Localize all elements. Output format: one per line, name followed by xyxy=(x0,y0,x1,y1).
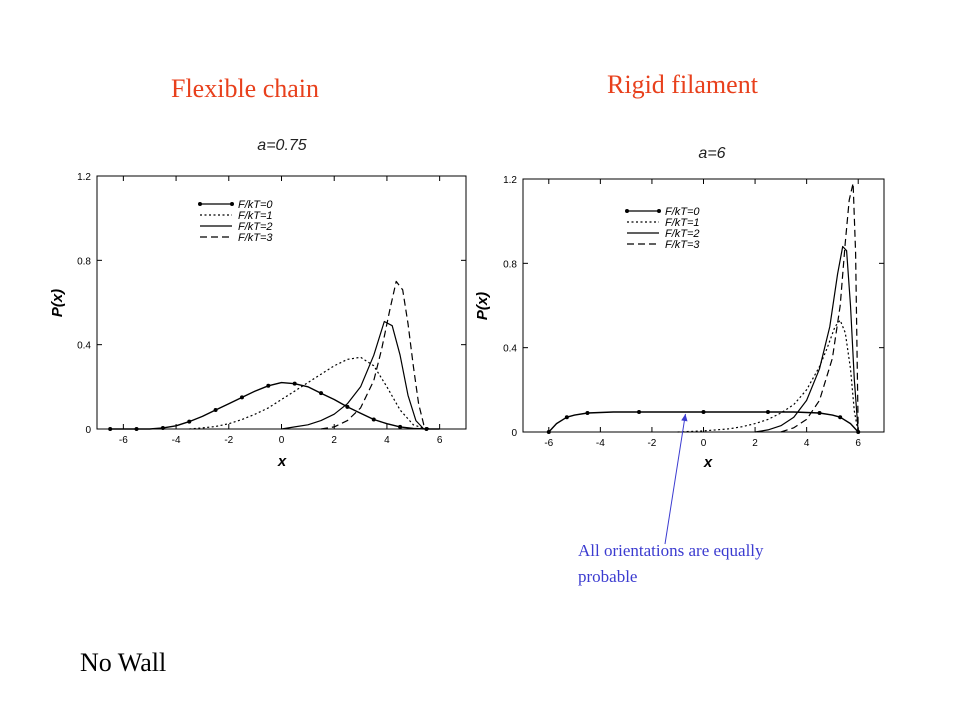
left-panel-title: Flexible chain xyxy=(171,74,320,103)
legend-label: F/kT=3 xyxy=(665,239,700,251)
panel-label: a=6 xyxy=(698,145,725,162)
series-line-2 xyxy=(281,320,425,430)
x-axis-label: x xyxy=(703,454,713,471)
y-tick-label: 0.4 xyxy=(503,344,517,355)
y-axis-label: P(x) xyxy=(474,292,491,320)
y-tick-label: 1.2 xyxy=(503,175,517,186)
data-point xyxy=(856,430,861,434)
legend-label: F/kT=0 xyxy=(665,206,700,218)
x-tick-label: -6 xyxy=(544,438,553,449)
data-point xyxy=(398,424,403,429)
x-tick-label: 6 xyxy=(855,438,861,449)
data-point xyxy=(637,409,642,414)
legend-label: F/kT=1 xyxy=(238,210,273,222)
data-point xyxy=(134,427,139,431)
data-point xyxy=(160,425,165,430)
y-tick-label: 0.8 xyxy=(77,256,91,267)
data-point xyxy=(319,391,324,396)
x-axis-label: x xyxy=(277,453,287,470)
series-line-2 xyxy=(755,245,859,433)
x-tick-label: 2 xyxy=(331,435,337,446)
series-line-3 xyxy=(780,182,859,433)
data-point xyxy=(765,409,770,414)
x-tick-label: 4 xyxy=(384,435,390,446)
legend-marker xyxy=(230,202,234,206)
legend-label: F/kT=0 xyxy=(238,199,273,211)
x-tick-label: -2 xyxy=(647,438,656,449)
plot-frame xyxy=(96,175,467,430)
legend-marker xyxy=(625,209,629,213)
panel-label: a=0.75 xyxy=(257,137,306,154)
data-point xyxy=(371,417,376,422)
x-tick-label: 6 xyxy=(437,435,443,446)
chart-panel-0: -6 -4 -2 0 2 4 600.40.81.2a=0.75xP(x)F/kT=0F/k… xyxy=(49,137,467,470)
data-point xyxy=(266,383,271,388)
x-tick-label: 0 xyxy=(701,438,707,449)
legend-marker xyxy=(198,202,202,206)
y-tick-label: 1.2 xyxy=(77,172,91,183)
x-tick-label: -4 xyxy=(596,438,605,449)
plot-frame xyxy=(522,178,885,433)
legend-marker xyxy=(657,209,661,213)
chart-panel-1: -6 -4 -2 0 2 4 6 0 0.4 0.8 1.2 a=6 x P(x) F/kT=0F/kT=1… xyxy=(474,145,885,471)
x-tick-label: -2 xyxy=(224,435,233,446)
series-line-1 xyxy=(189,356,427,430)
y-tick-label: 0.8 xyxy=(503,259,517,270)
data-point xyxy=(239,395,244,400)
legend-label: F/kT=1 xyxy=(665,217,700,229)
data-point xyxy=(187,419,192,424)
data-point xyxy=(108,427,113,431)
footer-label: No Wall xyxy=(80,648,167,677)
callout-arrow-head xyxy=(681,413,688,422)
data-point xyxy=(546,430,551,434)
callout-text: All orientations are equally probable xyxy=(578,541,764,586)
data-point xyxy=(213,408,218,413)
right-panel-title: Rigid filament xyxy=(607,70,758,99)
data-point xyxy=(817,411,822,416)
callout-arrow-line xyxy=(664,413,686,545)
series-line-1 xyxy=(677,319,859,433)
x-tick-label: 2 xyxy=(752,438,758,449)
y-axis-label: P(x) xyxy=(49,289,66,317)
y-tick-label: 0 xyxy=(511,428,517,439)
x-tick-label: -6 xyxy=(119,435,128,446)
x-tick-label: 0 xyxy=(279,435,285,446)
x-tick-label: -4 xyxy=(172,435,181,446)
legend-label: F/kT=3 xyxy=(238,232,273,244)
data-point xyxy=(701,409,706,414)
legend-label: F/kT=2 xyxy=(665,228,700,240)
data-point xyxy=(564,415,569,420)
data-point xyxy=(345,404,350,409)
y-tick-label: 0.4 xyxy=(77,341,91,352)
data-point xyxy=(585,411,590,416)
x-tick-label: 4 xyxy=(804,438,810,449)
y-tick-label: 0 xyxy=(85,425,91,436)
data-point xyxy=(838,415,843,420)
series-line-0 xyxy=(110,381,440,430)
series-line-3 xyxy=(320,280,430,430)
data-point xyxy=(292,381,297,386)
legend-label: F/kT=2 xyxy=(238,221,273,233)
